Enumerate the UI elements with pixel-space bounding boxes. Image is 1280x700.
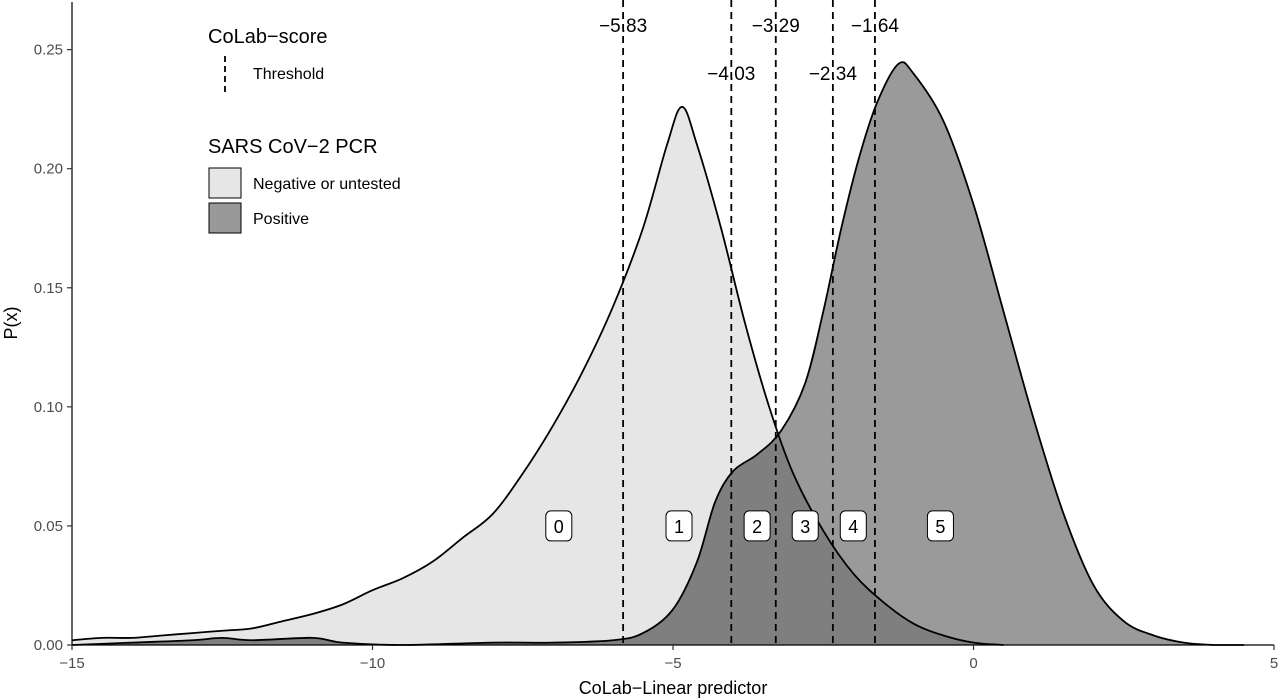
y-tick-label: 0.25 <box>34 42 63 59</box>
score-label-box <box>665 510 693 542</box>
y-ticks: 0.00 0.05 0.10 0.15 0.20 0.25 <box>34 42 72 654</box>
x-tick-label: −10 <box>360 655 385 672</box>
x-tick-label: −5 <box>664 655 681 672</box>
threshold-lines: −5.83 −4.03 −3.29 −2.34 −1.64 <box>599 0 900 645</box>
density-area-positive <box>72 62 1244 646</box>
score-label: 1 <box>674 517 684 537</box>
density-outline-negative-or-untested <box>71 105 1004 646</box>
x-tick-label: 5 <box>1270 655 1278 672</box>
score-label-box <box>839 510 867 542</box>
score-label: 5 <box>935 517 945 537</box>
score-label: 2 <box>752 517 762 537</box>
score-label: 0 <box>554 517 564 537</box>
y-tick-label: 0.20 <box>34 161 63 178</box>
score-label-box <box>791 510 819 542</box>
legend-label-positive: Positive <box>253 211 309 228</box>
density-outline-positive <box>71 61 1244 646</box>
y-tick-label: 0.00 <box>34 637 63 654</box>
score-label-box <box>926 510 954 542</box>
x-tick-label: 0 <box>969 655 977 672</box>
threshold-label: −4.03 <box>707 64 755 85</box>
y-tick-label: 0.05 <box>34 518 63 535</box>
score-label-box <box>545 510 573 542</box>
threshold-label: −5.83 <box>599 16 647 37</box>
score-zone-labels: 0 1 2 3 4 5 <box>545 510 954 542</box>
legend-threshold-label: Threshold <box>253 66 324 83</box>
legend-fill-title: SARS CoV−2 PCR <box>208 136 378 158</box>
legend-key-positive <box>208 202 242 234</box>
threshold-label: −1.64 <box>851 16 900 37</box>
score-label: 4 <box>848 517 858 537</box>
y-tick-label: 0.15 <box>34 280 63 297</box>
y-axis-title: P(x) <box>1 307 21 340</box>
legend: CoLab−score Threshold SARS CoV−2 PCR Neg… <box>208 26 401 234</box>
score-label-box <box>743 510 771 542</box>
density-areas <box>71 61 1244 646</box>
x-tick-label: −15 <box>59 655 84 672</box>
threshold-label: −2.34 <box>809 64 858 85</box>
x-axis-title: CoLab−Linear predictor <box>579 678 768 698</box>
legend-label-negative: Negative or untested <box>253 176 401 193</box>
legend-threshold-title: CoLab−score <box>208 26 328 48</box>
score-label: 3 <box>800 517 810 537</box>
y-tick-label: 0.10 <box>34 399 63 416</box>
x-ticks: −15 −10 −5 0 5 <box>59 645 1278 672</box>
threshold-label: −3.29 <box>752 16 800 37</box>
legend-key-negative <box>208 167 242 199</box>
